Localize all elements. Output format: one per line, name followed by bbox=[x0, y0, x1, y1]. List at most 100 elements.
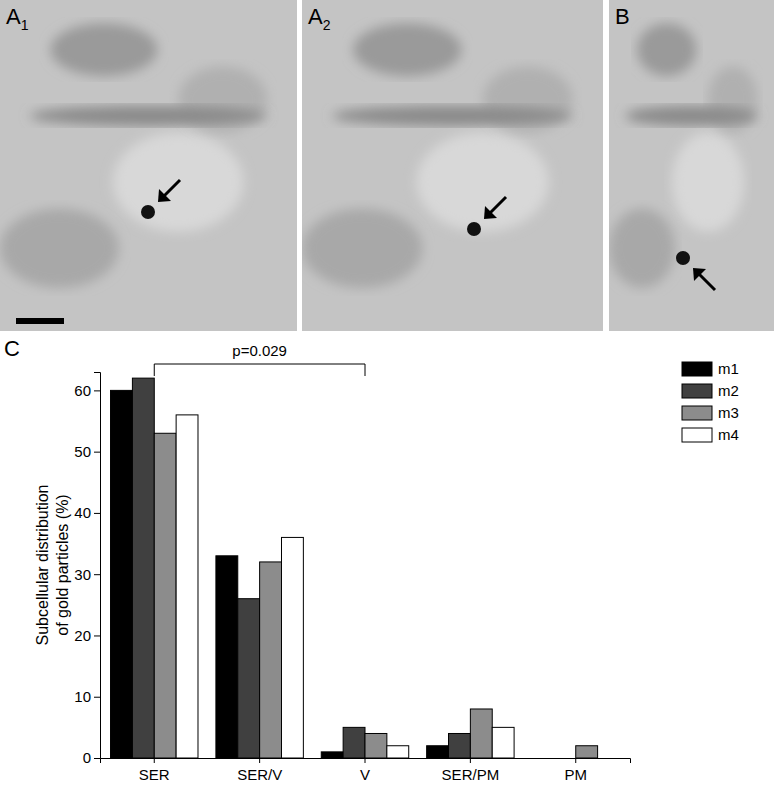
panel-letter: B bbox=[615, 4, 630, 29]
bar bbox=[427, 746, 449, 758]
bar bbox=[154, 433, 176, 758]
y-tick-label: 20 bbox=[74, 627, 91, 644]
gold-particle bbox=[467, 222, 481, 236]
x-axis-line bbox=[101, 759, 631, 764]
bar bbox=[238, 599, 260, 758]
significance-bracket: p=0.029 bbox=[154, 342, 365, 376]
legend-label: m1 bbox=[718, 360, 739, 377]
y-tick: 10 bbox=[74, 688, 100, 705]
micrograph-texture bbox=[672, 132, 745, 231]
legend-swatch bbox=[682, 362, 712, 376]
micrograph-panel: A2 bbox=[302, 0, 603, 331]
x-tick-mark bbox=[154, 758, 155, 763]
x-tick-label: V bbox=[360, 766, 370, 783]
gold-particle bbox=[676, 251, 690, 265]
figure: A1A2BC0102030405060SERSER/VVSER/PMPMSubc… bbox=[0, 0, 774, 791]
micrograph-texture bbox=[353, 23, 461, 76]
x-tick-label: SER/PM bbox=[442, 766, 500, 783]
x-tick: SER/V bbox=[237, 758, 282, 783]
panel-subscript: 1 bbox=[21, 17, 29, 33]
micrograph-background bbox=[302, 0, 603, 331]
x-tick: V bbox=[360, 758, 370, 783]
x-tick-mark bbox=[259, 758, 260, 763]
panel-letter: A bbox=[6, 4, 21, 29]
y-tick-mark bbox=[94, 758, 100, 759]
annotation: p=0.029 bbox=[232, 342, 287, 359]
bar bbox=[532, 758, 554, 759]
y-tick: 20 bbox=[74, 627, 100, 644]
legend-swatch bbox=[682, 384, 712, 398]
legend-swatch bbox=[682, 406, 712, 420]
panel-label: A1 bbox=[6, 4, 29, 33]
y-tick-label: 10 bbox=[74, 688, 91, 705]
bar bbox=[598, 758, 620, 759]
micrograph-texture bbox=[0, 209, 119, 288]
micrograph-background bbox=[0, 0, 297, 331]
y-axis: 0 10 20 30 40 50 60 bbox=[74, 373, 100, 767]
y-tick-label: 50 bbox=[74, 443, 91, 460]
y-tick-label: 40 bbox=[74, 504, 91, 521]
y-axis-title-line: of gold particles (%) bbox=[54, 494, 71, 635]
x-tick-mark bbox=[470, 758, 471, 763]
y-tick-mark bbox=[94, 635, 100, 636]
bar bbox=[321, 752, 343, 758]
legend-label: m2 bbox=[718, 382, 739, 399]
y-tick: 0 bbox=[83, 749, 100, 766]
bar bbox=[492, 727, 514, 758]
bar bbox=[554, 758, 576, 759]
y-axis-line bbox=[94, 373, 101, 759]
panel-label: A2 bbox=[308, 4, 331, 33]
legend-swatch bbox=[682, 428, 712, 442]
y-axis-title-line: Subcellular distribution bbox=[34, 485, 51, 646]
y-tick: 30 bbox=[74, 565, 100, 582]
bar bbox=[111, 390, 133, 758]
arrow-head bbox=[693, 268, 706, 281]
x-tick-label: PM bbox=[564, 766, 587, 783]
y-tick-label: 30 bbox=[74, 565, 91, 582]
bar bbox=[281, 537, 303, 758]
x-axis: SER SER/V V SER/PM PM bbox=[101, 758, 631, 783]
arrow-head bbox=[484, 206, 497, 219]
bar bbox=[387, 746, 409, 758]
bars bbox=[111, 378, 598, 758]
micrograph-texture bbox=[332, 106, 573, 126]
x-tick: PM bbox=[564, 758, 587, 783]
bar bbox=[216, 556, 238, 758]
x-tick: SER/PM bbox=[442, 758, 500, 783]
panel-label: B bbox=[615, 4, 630, 29]
x-tick: SER bbox=[139, 758, 170, 783]
panel-subscript: 2 bbox=[323, 17, 331, 33]
y-tick-mark bbox=[94, 574, 100, 575]
scale-bar bbox=[16, 318, 64, 324]
micrograph-texture bbox=[302, 209, 422, 288]
bar bbox=[343, 727, 365, 758]
micrograph-background bbox=[609, 0, 774, 331]
legend: m1m2m3m4 bbox=[682, 360, 739, 443]
y-axis-title: Subcellular distributionof gold particle… bbox=[34, 485, 71, 646]
panel-label: C bbox=[4, 336, 20, 361]
micrograph-panel: A1 bbox=[0, 0, 297, 331]
y-tick: 40 bbox=[74, 504, 100, 521]
bracket-line bbox=[154, 364, 365, 376]
bar bbox=[470, 709, 492, 758]
y-tick-mark bbox=[94, 390, 100, 391]
micrograph-texture bbox=[50, 23, 157, 76]
y-tick-label: 0 bbox=[83, 749, 91, 766]
y-tick-mark bbox=[94, 452, 100, 453]
panel-letter: A bbox=[308, 4, 323, 29]
micrograph-texture bbox=[626, 106, 758, 126]
micrograph-texture bbox=[609, 209, 675, 288]
arrow-head bbox=[158, 189, 171, 202]
y-tick-label: 60 bbox=[74, 382, 91, 399]
y-tick-mark bbox=[94, 513, 100, 514]
bar bbox=[176, 415, 198, 758]
bar bbox=[576, 746, 598, 758]
x-tick-label: SER/V bbox=[237, 766, 282, 783]
micrograph-panel: B bbox=[609, 0, 774, 331]
micrograph-texture bbox=[416, 132, 548, 231]
x-tick-mark bbox=[575, 758, 576, 763]
bar bbox=[260, 562, 282, 758]
y-tick: 60 bbox=[74, 382, 100, 399]
x-tick-mark bbox=[365, 758, 366, 763]
bar bbox=[365, 733, 387, 758]
